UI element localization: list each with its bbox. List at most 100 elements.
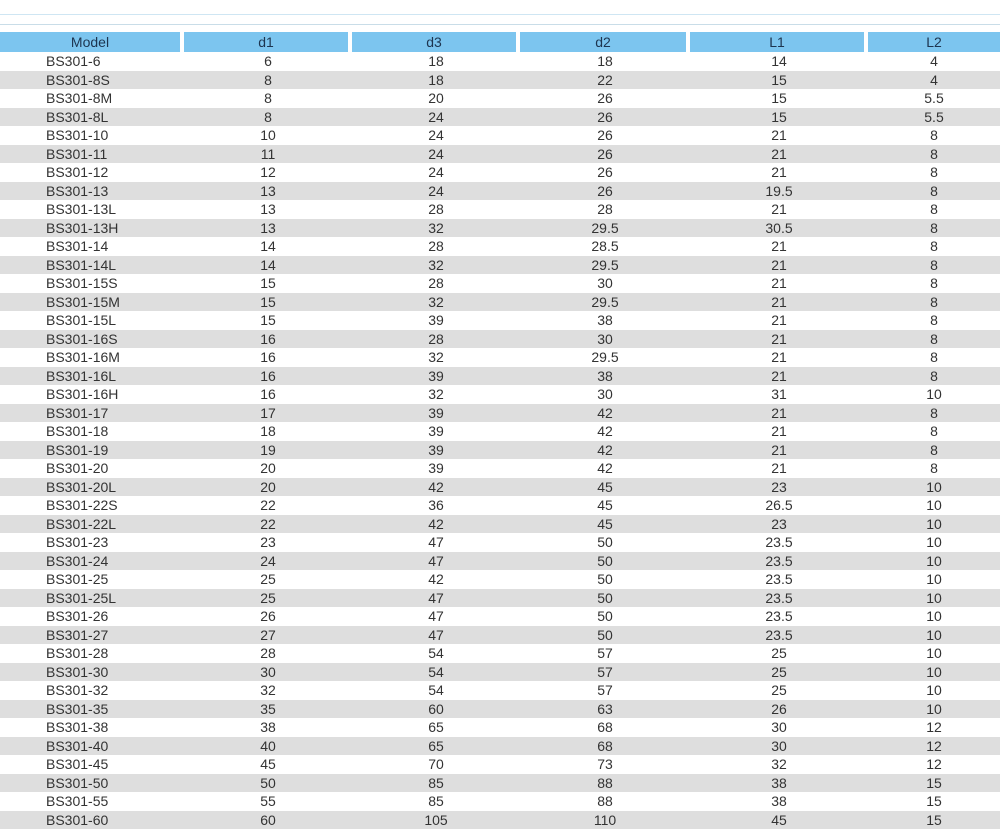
cell-l2: 8 bbox=[868, 292, 1000, 311]
cell-l1: 21 bbox=[690, 366, 868, 385]
cell-d1: 8 bbox=[184, 70, 352, 89]
cell-model: BS301-10 bbox=[0, 126, 184, 145]
cell-d3: 32 bbox=[352, 385, 520, 404]
cell-d1: 17 bbox=[184, 403, 352, 422]
cell-l1: 23 bbox=[690, 514, 868, 533]
table-row: BS301-16S 16 28 30 21 8 bbox=[0, 329, 1000, 348]
cell-l2: 10 bbox=[868, 625, 1000, 644]
table-row: BS301-17 17 39 42 21 8 bbox=[0, 403, 1000, 422]
cell-l1: 14 bbox=[690, 52, 868, 71]
cell-d2: 42 bbox=[520, 403, 690, 422]
cell-l2: 8 bbox=[868, 440, 1000, 459]
cell-l1: 23 bbox=[690, 477, 868, 496]
cell-d3: 39 bbox=[352, 440, 520, 459]
cell-d3: 32 bbox=[352, 218, 520, 237]
cell-l1: 23.5 bbox=[690, 570, 868, 589]
cell-d2: 38 bbox=[520, 311, 690, 330]
cell-model: BS301-8S bbox=[0, 70, 184, 89]
cell-d3: 54 bbox=[352, 681, 520, 700]
cell-l2: 8 bbox=[868, 200, 1000, 219]
cell-d2: 50 bbox=[520, 625, 690, 644]
cell-d1: 14 bbox=[184, 237, 352, 256]
cell-d1: 15 bbox=[184, 292, 352, 311]
cell-l2: 10 bbox=[868, 699, 1000, 718]
cell-d1: 13 bbox=[184, 181, 352, 200]
cell-d1: 11 bbox=[184, 144, 352, 163]
cell-l1: 19.5 bbox=[690, 181, 868, 200]
cell-d1: 24 bbox=[184, 551, 352, 570]
cell-d3: 47 bbox=[352, 551, 520, 570]
cell-model: BS301-16S bbox=[0, 329, 184, 348]
cell-model: BS301-25L bbox=[0, 588, 184, 607]
column-header-d1: d1 bbox=[184, 32, 352, 52]
cell-l2: 8 bbox=[868, 366, 1000, 385]
cell-d1: 23 bbox=[184, 533, 352, 552]
table-row: BS301-16M 16 32 29.5 21 8 bbox=[0, 348, 1000, 367]
cell-model: BS301-6 bbox=[0, 52, 184, 71]
column-header-d2: d2 bbox=[520, 32, 690, 52]
cell-d2: 88 bbox=[520, 792, 690, 811]
table-row: BS301-20 20 39 42 21 8 bbox=[0, 459, 1000, 478]
cell-model: BS301-40 bbox=[0, 736, 184, 755]
cell-d3: 28 bbox=[352, 274, 520, 293]
cell-d1: 16 bbox=[184, 366, 352, 385]
cell-d2: 45 bbox=[520, 477, 690, 496]
cell-d1: 14 bbox=[184, 255, 352, 274]
cell-d3: 105 bbox=[352, 810, 520, 829]
column-header-model: Model bbox=[0, 32, 184, 52]
cell-l1: 23.5 bbox=[690, 551, 868, 570]
cell-d2: 29.5 bbox=[520, 255, 690, 274]
cell-d2: 28.5 bbox=[520, 237, 690, 256]
cell-d3: 18 bbox=[352, 70, 520, 89]
cell-l2: 10 bbox=[868, 570, 1000, 589]
cell-model: BS301-11 bbox=[0, 144, 184, 163]
cell-model: BS301-30 bbox=[0, 662, 184, 681]
cell-d1: 19 bbox=[184, 440, 352, 459]
cell-l1: 45 bbox=[690, 810, 868, 829]
table-row: BS301-13 13 24 26 19.5 8 bbox=[0, 181, 1000, 200]
cell-l1: 21 bbox=[690, 200, 868, 219]
table-row: BS301-16H 16 32 30 31 10 bbox=[0, 385, 1000, 404]
cell-d3: 36 bbox=[352, 496, 520, 515]
cell-l2: 10 bbox=[868, 644, 1000, 663]
cell-d3: 24 bbox=[352, 107, 520, 126]
cell-d3: 24 bbox=[352, 181, 520, 200]
cell-d2: 29.5 bbox=[520, 292, 690, 311]
table-row: BS301-10 10 24 26 21 8 bbox=[0, 126, 1000, 145]
cell-l2: 8 bbox=[868, 255, 1000, 274]
cell-d3: 28 bbox=[352, 237, 520, 256]
cell-model: BS301-23 bbox=[0, 533, 184, 552]
table-row: BS301-8S 8 18 22 15 4 bbox=[0, 70, 1000, 89]
cell-l2: 8 bbox=[868, 144, 1000, 163]
cell-d1: 22 bbox=[184, 496, 352, 515]
cell-l2: 10 bbox=[868, 588, 1000, 607]
cell-d3: 28 bbox=[352, 200, 520, 219]
table-body: BS301-6 6 18 18 14 4 BS301-8S 8 18 22 15 4 BS301-8M 8… bbox=[0, 52, 1000, 829]
cell-l1: 21 bbox=[690, 403, 868, 422]
cell-l2: 10 bbox=[868, 607, 1000, 626]
cell-model: BS301-22S bbox=[0, 496, 184, 515]
cell-d1: 13 bbox=[184, 218, 352, 237]
cell-d2: 50 bbox=[520, 588, 690, 607]
cell-d1: 12 bbox=[184, 163, 352, 182]
cell-d2: 42 bbox=[520, 422, 690, 441]
cell-d1: 32 bbox=[184, 681, 352, 700]
header-row: Model d1 d3 d2 L1 L2 bbox=[0, 32, 1000, 52]
cell-model: BS301-45 bbox=[0, 755, 184, 774]
cell-d3: 24 bbox=[352, 126, 520, 145]
cell-l1: 23.5 bbox=[690, 607, 868, 626]
cell-d3: 85 bbox=[352, 792, 520, 811]
cell-d1: 45 bbox=[184, 755, 352, 774]
cell-d2: 88 bbox=[520, 773, 690, 792]
cell-l2: 10 bbox=[868, 533, 1000, 552]
cell-d3: 54 bbox=[352, 644, 520, 663]
cell-d2: 50 bbox=[520, 533, 690, 552]
cell-d1: 38 bbox=[184, 718, 352, 737]
cell-d3: 85 bbox=[352, 773, 520, 792]
cell-l1: 21 bbox=[690, 144, 868, 163]
cell-d1: 10 bbox=[184, 126, 352, 145]
cell-l1: 21 bbox=[690, 255, 868, 274]
cell-d2: 30 bbox=[520, 329, 690, 348]
table-row: BS301-25L 25 47 50 23.5 10 bbox=[0, 588, 1000, 607]
cell-model: BS301-15S bbox=[0, 274, 184, 293]
